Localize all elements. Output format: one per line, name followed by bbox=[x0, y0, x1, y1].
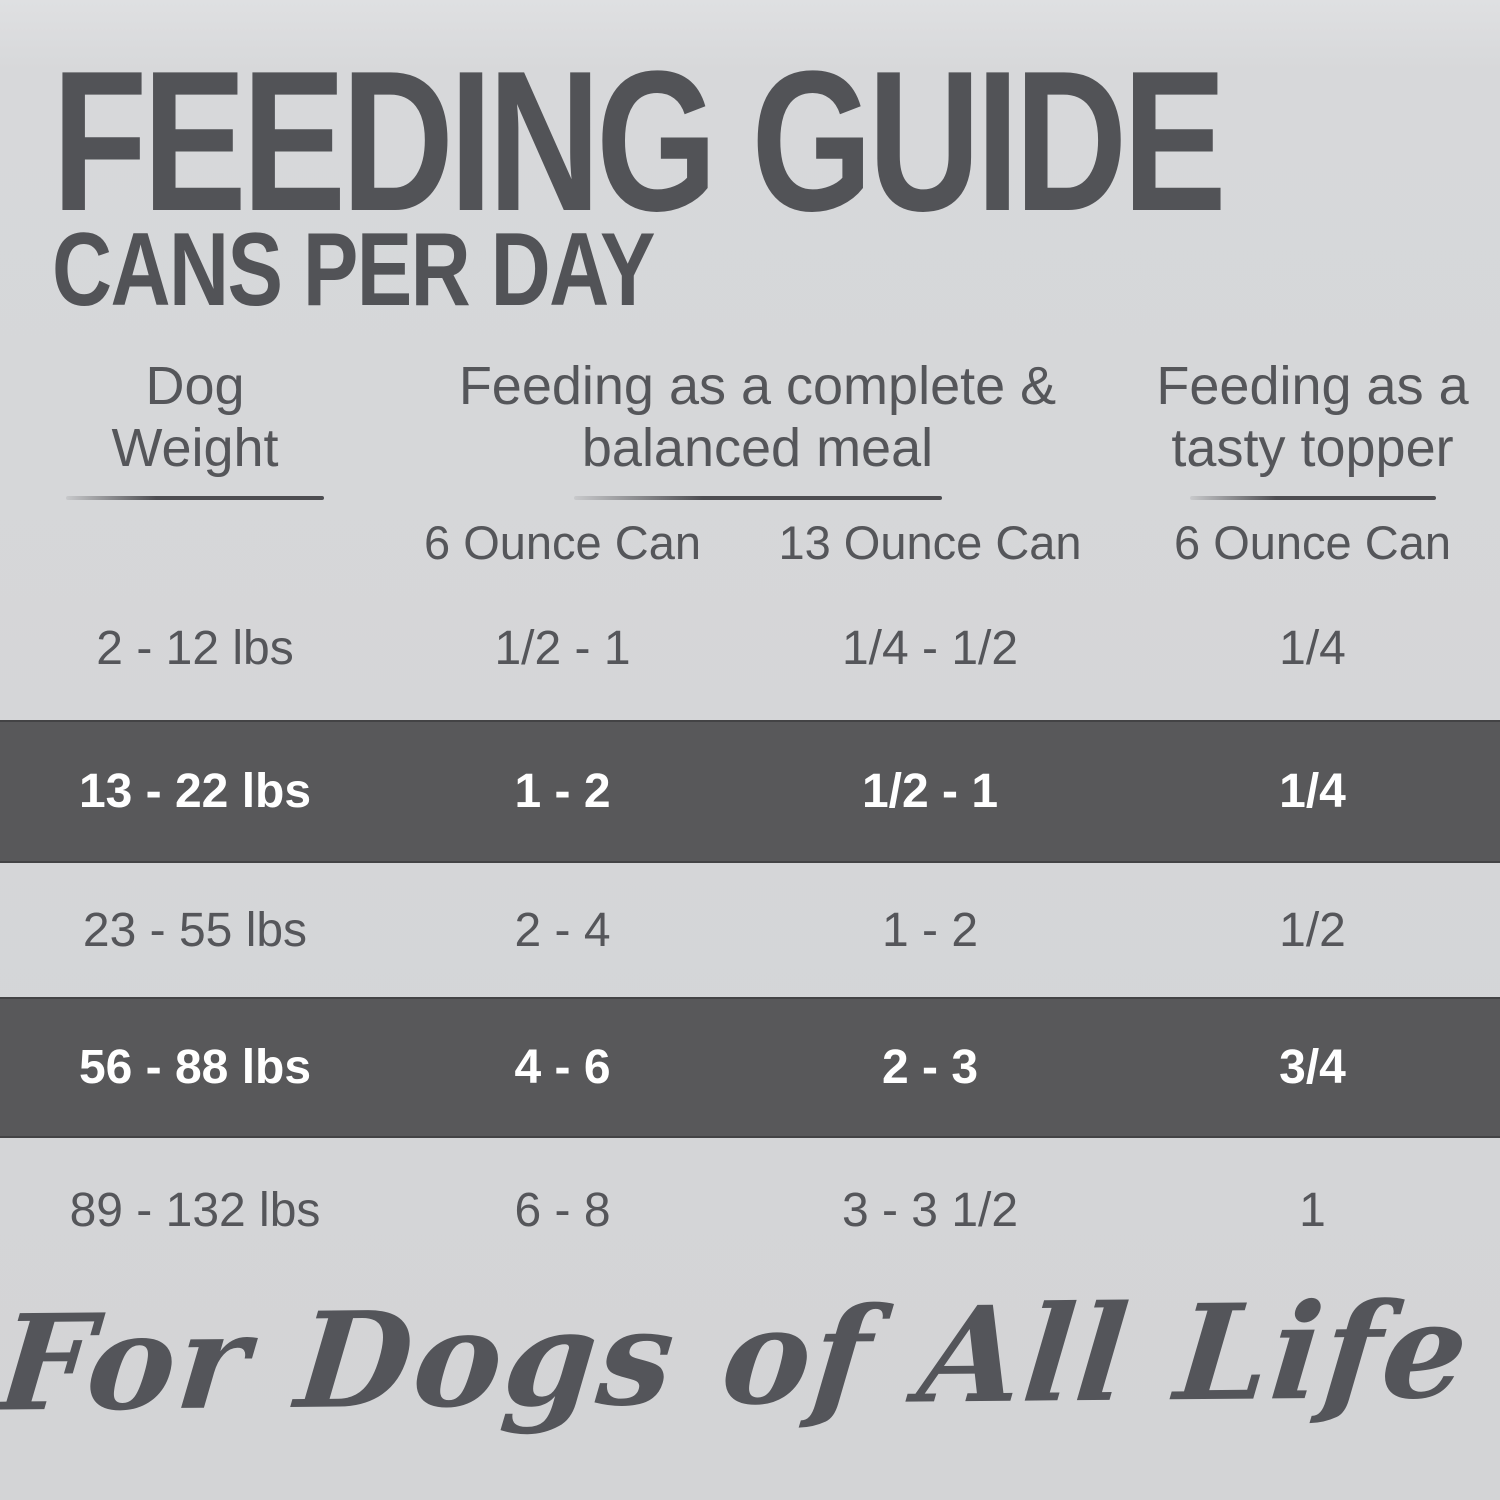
cell-meal-13oz: 1/2 - 1 bbox=[861, 765, 999, 818]
cell-meal-6oz: 1 - 2 bbox=[514, 765, 611, 818]
cell-dog-weight: 2 - 12 lbs bbox=[96, 621, 294, 675]
page-title: FEEDING GUIDE bbox=[52, 30, 1227, 253]
header-complete-meal-line2: balanced meal bbox=[581, 418, 934, 479]
header-complete-meal-line1: Feeding as a complete & bbox=[458, 355, 1057, 416]
cell-meal-13oz: 1/4 - 1/2 bbox=[841, 621, 1019, 675]
header-tasty-topper-line1: Feeding as a bbox=[1156, 355, 1469, 416]
header-underline bbox=[1189, 496, 1436, 500]
table-row-highlighted: 56 - 88 lbs 4 - 6 2 - 3 3/4 bbox=[0, 997, 1500, 1138]
footer-script: For Dogs of All Life Stages bbox=[0, 1269, 1500, 1442]
header-tasty-topper: Feeding as a tasty topper bbox=[1125, 340, 1500, 500]
cell-meal-6oz: 2 - 4 bbox=[514, 903, 611, 957]
subheader-meal-6oz: 6 Ounce Can bbox=[424, 515, 701, 569]
cell-meal-6oz: 1/2 - 1 bbox=[494, 621, 631, 675]
table-row: 23 - 55 lbs 2 - 4 1 - 2 1/2 bbox=[0, 863, 1500, 997]
cell-topper-6oz: 1/4 bbox=[1279, 765, 1346, 818]
subheader-meal-13oz: 13 Ounce Can bbox=[778, 515, 1082, 569]
page-subtitle: CANS PER DAY bbox=[52, 212, 655, 328]
table-header-row: Dog Weight Feeding as a complete & balan… bbox=[0, 340, 1500, 500]
table-row-highlighted: 13 - 22 lbs 1 - 2 1/2 - 1 1/4 bbox=[0, 720, 1500, 863]
cell-dog-weight: 23 - 55 lbs bbox=[82, 903, 308, 957]
header-dog-weight-line2: Weight bbox=[111, 418, 279, 479]
table-row: 89 - 132 lbs 6 - 8 3 - 3 1/2 1 bbox=[0, 1138, 1500, 1282]
feeding-guide-table: Dog Weight Feeding as a complete & balan… bbox=[0, 340, 1500, 1282]
header-underline bbox=[573, 496, 942, 500]
cell-dog-weight: 56 - 88 lbs bbox=[78, 1041, 312, 1094]
cell-meal-6oz: 6 - 8 bbox=[514, 1183, 611, 1237]
table-row: 2 - 12 lbs 1/2 - 1 1/4 - 1/2 1/4 bbox=[0, 576, 1500, 720]
header-dog-weight-line1: Dog bbox=[145, 355, 245, 416]
cell-topper-6oz: 3/4 bbox=[1279, 1041, 1346, 1094]
cell-meal-6oz: 4 - 6 bbox=[514, 1041, 611, 1094]
cell-meal-13oz: 2 - 3 bbox=[881, 1041, 979, 1094]
cell-topper-6oz: 1 bbox=[1299, 1183, 1326, 1237]
header-tasty-topper-line2: tasty topper bbox=[1171, 418, 1454, 479]
cell-meal-13oz: 3 - 3 1/2 bbox=[841, 1183, 1019, 1237]
subheader-topper-6oz: 6 Ounce Can bbox=[1174, 515, 1451, 569]
cell-topper-6oz: 1/4 bbox=[1279, 621, 1346, 675]
cell-topper-6oz: 1/2 bbox=[1279, 903, 1346, 957]
header-dog-weight: Dog Weight bbox=[0, 340, 390, 500]
header-underline bbox=[66, 496, 324, 500]
cell-dog-weight: 89 - 132 lbs bbox=[69, 1183, 321, 1237]
table-subheader-row: 6 Ounce Can 13 Ounce Can 6 Ounce Can bbox=[0, 500, 1500, 576]
cell-meal-13oz: 1 - 2 bbox=[881, 903, 979, 957]
header-complete-meal: Feeding as a complete & balanced meal bbox=[390, 340, 1125, 500]
cell-dog-weight: 13 - 22 lbs bbox=[78, 765, 312, 818]
